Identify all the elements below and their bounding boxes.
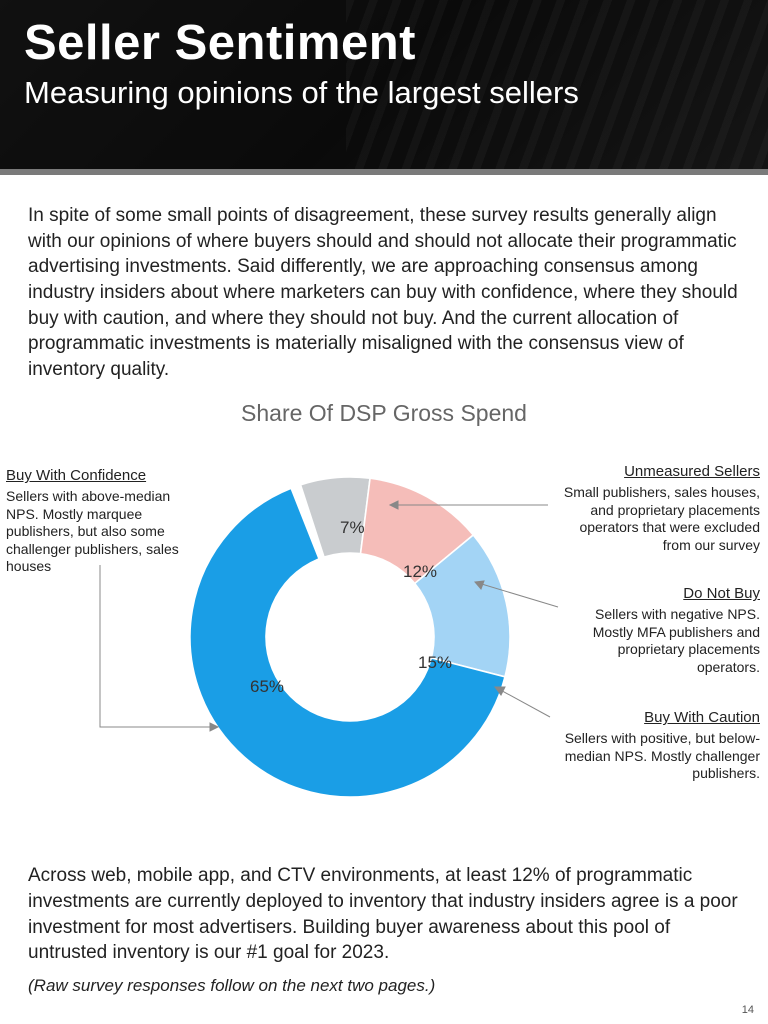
callout-unmeasured: Unmeasured Sellers Small publishers, sal…: [550, 463, 760, 554]
pct-buy-confidence: 65%: [250, 677, 284, 697]
callout-body: Sellers with negative NPS. Mostly MFA pu…: [593, 606, 760, 675]
callout-body: Small publishers, sales houses, and prop…: [564, 484, 760, 553]
callout-do-not-buy: Do Not Buy Sellers with negative NPS. Mo…: [560, 585, 760, 676]
pct-unmeasured: 7%: [340, 518, 365, 538]
page-title: Seller Sentiment: [24, 18, 744, 69]
outro-paragraph: Across web, mobile app, and CTV environm…: [0, 863, 768, 966]
pct-buy-caution: 15%: [418, 653, 452, 673]
callout-buy-confidence: Buy With Confidence Sellers with above-m…: [6, 467, 206, 575]
callout-head: Buy With Confidence: [6, 467, 206, 486]
callout-buy-caution: Buy With Caution Sellers with positive, …: [545, 709, 760, 782]
callout-head: Buy With Caution: [545, 709, 760, 728]
page-subtitle: Measuring opinions of the largest seller…: [24, 75, 744, 111]
intro-paragraph: In spite of some small points of disagre…: [0, 175, 768, 382]
donut-chart: 7% 12% 15% 65% Buy With Confidence Selle…: [0, 427, 768, 867]
page-header: Seller Sentiment Measuring opinions of t…: [0, 0, 768, 175]
callout-head: Unmeasured Sellers: [550, 463, 760, 482]
callout-body: Sellers with above-median NPS. Mostly ma…: [6, 488, 179, 574]
raw-note: (Raw survey responses follow on the next…: [0, 966, 768, 996]
callout-body: Sellers with positive, but below-median …: [565, 730, 760, 781]
callout-head: Do Not Buy: [560, 585, 760, 604]
chart-title: Share Of DSP Gross Spend: [0, 400, 768, 427]
page-number: 14: [742, 1004, 754, 1016]
pct-do-not-buy: 12%: [403, 562, 437, 582]
